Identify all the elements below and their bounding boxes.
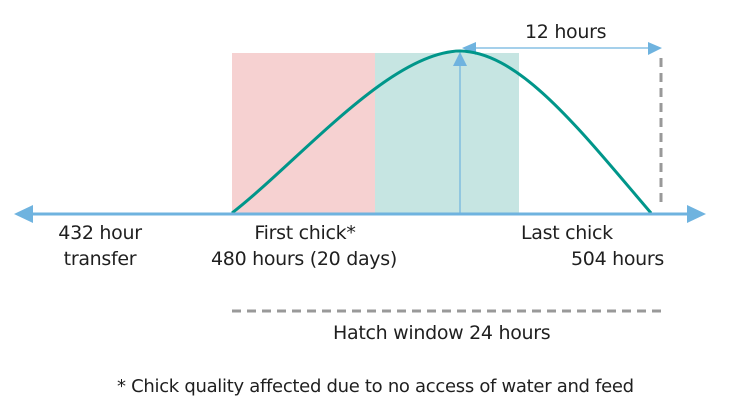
twelve-hours-label: 12 hours — [525, 21, 607, 43]
transfer-label-line2: transfer — [63, 248, 137, 270]
first-chick-label-line2: 480 hours (20 days) — [211, 248, 397, 270]
first-chick-label-line1: First chick* — [254, 222, 356, 244]
early-hatch-region — [232, 53, 375, 214]
last-chick-label-line2: 504 hours — [571, 248, 665, 270]
transfer-label-line1: 432 hour — [58, 222, 142, 244]
axis-arrow-left-icon — [14, 205, 33, 223]
peak-arrow-up-icon — [453, 52, 467, 66]
footnote: * Chick quality affected due to no acces… — [117, 376, 634, 397]
peak-hatch-region — [375, 53, 519, 214]
span-arrow-right-icon — [648, 42, 662, 55]
hatch-distribution-curve — [231, 49, 653, 215]
axis-arrow-right-icon — [687, 205, 706, 223]
hatch-window-label: Hatch window 24 hours — [333, 322, 551, 344]
last-chick-label-line1: Last chick — [521, 222, 613, 244]
